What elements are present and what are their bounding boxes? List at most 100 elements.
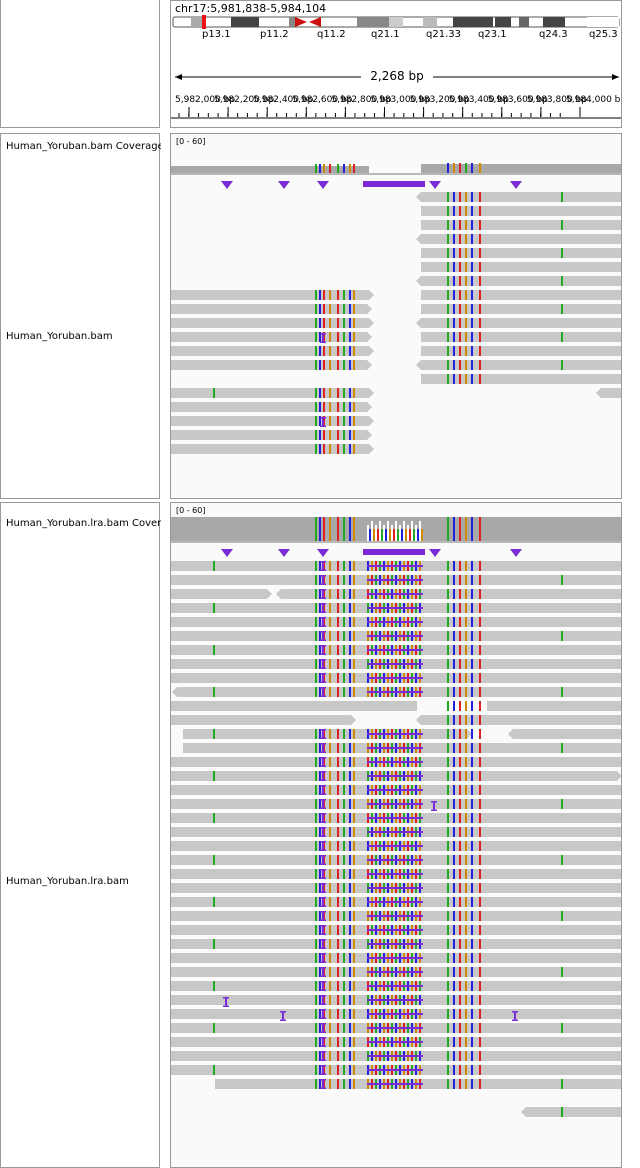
mismatch xyxy=(329,673,331,683)
mismatch xyxy=(353,841,355,851)
insertion xyxy=(320,687,326,689)
insertion xyxy=(320,933,326,935)
mismatch xyxy=(337,771,339,781)
mismatch xyxy=(343,967,345,977)
mismatch xyxy=(465,1051,467,1061)
insertion-marker xyxy=(278,181,290,189)
mismatch xyxy=(479,841,481,851)
insertion xyxy=(322,645,324,655)
mismatch xyxy=(447,192,449,202)
mismatch xyxy=(447,1009,449,1019)
mismatch xyxy=(353,673,355,683)
read xyxy=(171,589,267,599)
insertion xyxy=(320,659,326,661)
mismatch xyxy=(479,687,481,697)
mismatch xyxy=(319,575,321,585)
mismatch xyxy=(337,757,339,767)
mismatch xyxy=(319,1023,321,1033)
mismatch xyxy=(465,346,467,356)
position-ruler[interactable]: 5,982,000 bp5,982,200 bp5,982,400 bp5,98… xyxy=(171,89,622,125)
insertion xyxy=(320,1031,326,1033)
mismatch xyxy=(319,589,321,599)
coverage-track-name[interactable]: Human_Yoruban.lra.bam Coverage xyxy=(6,518,161,529)
panel1-data-panel[interactable]: [0 - 60] xyxy=(170,133,622,499)
mismatch xyxy=(465,995,467,1005)
insertion xyxy=(322,1009,324,1019)
insertion-cluster xyxy=(363,549,425,555)
cytoband-label: q21.1 xyxy=(371,29,400,40)
mismatch xyxy=(349,318,351,328)
ruler-tick-label: 5,982,400 bp xyxy=(253,95,313,105)
mismatch xyxy=(343,855,345,865)
mismatch xyxy=(471,304,473,314)
insertion xyxy=(367,565,423,567)
mismatch xyxy=(447,841,449,851)
mismatch xyxy=(329,1051,331,1061)
mismatch xyxy=(453,855,455,865)
cytoband-label: p11.2 xyxy=(260,29,289,40)
mismatch xyxy=(471,841,473,851)
insertion xyxy=(320,827,326,829)
chromosome-ideogram[interactable]: p13.1 p11.2 q11.2 q21.1 q21.33 q23.1 q24.3 q25.… xyxy=(171,15,622,41)
mismatch xyxy=(471,757,473,767)
mismatch xyxy=(353,416,355,426)
insertion xyxy=(322,925,324,935)
mismatch xyxy=(471,799,473,809)
mismatch xyxy=(479,517,481,541)
insertion xyxy=(367,1027,423,1029)
coverage-gap xyxy=(395,521,397,541)
mismatch xyxy=(353,360,355,370)
mismatch xyxy=(471,939,473,949)
mismatch xyxy=(465,701,467,711)
insertion xyxy=(320,757,326,759)
mismatch xyxy=(353,645,355,655)
mismatch xyxy=(315,785,317,795)
coverage-gap xyxy=(415,525,417,541)
mismatch xyxy=(353,164,355,173)
mismatch xyxy=(453,631,455,641)
mismatch xyxy=(453,575,455,585)
insertion xyxy=(320,925,326,927)
mismatch xyxy=(213,645,215,655)
mismatch xyxy=(329,589,331,599)
span-indicator xyxy=(175,74,619,80)
mismatch xyxy=(453,360,455,370)
mismatch xyxy=(479,995,481,1005)
mismatch xyxy=(349,841,351,851)
mismatch xyxy=(329,967,331,977)
insertion xyxy=(322,855,324,865)
mismatch xyxy=(453,827,455,837)
mismatch xyxy=(353,1051,355,1061)
mismatch xyxy=(315,869,317,879)
mismatch xyxy=(349,855,351,865)
mismatch xyxy=(479,304,481,314)
mismatch xyxy=(319,360,321,370)
mismatch xyxy=(349,799,351,809)
panel2-alignment-view[interactable] xyxy=(171,503,622,1168)
coverage-track-name[interactable]: Human_Yoruban.bam Coverage xyxy=(6,141,161,152)
insertion xyxy=(320,855,326,857)
mismatch xyxy=(315,290,317,300)
mismatch xyxy=(465,603,467,613)
mismatch xyxy=(561,967,563,977)
mismatch xyxy=(479,589,481,599)
mismatch xyxy=(471,925,473,935)
insertion xyxy=(367,817,423,819)
mismatch xyxy=(315,332,317,342)
mismatch xyxy=(319,883,321,893)
mismatch xyxy=(315,911,317,921)
mismatch xyxy=(471,332,473,342)
alignment-track-name[interactable]: Human_Yoruban.bam xyxy=(6,331,113,342)
mismatch xyxy=(315,967,317,977)
mismatch xyxy=(447,715,449,725)
mismatch xyxy=(319,1065,321,1075)
panel2-data-panel[interactable]: [0 - 60] xyxy=(170,502,622,1168)
alignment-track-name[interactable]: Human_Yoruban.lra.bam xyxy=(6,876,129,887)
mismatch xyxy=(343,1037,345,1047)
mismatch xyxy=(453,715,455,725)
panel1-alignment-view[interactable] xyxy=(171,134,622,499)
mismatch xyxy=(349,911,351,921)
mismatch xyxy=(343,925,345,935)
mismatch xyxy=(479,645,481,655)
coverage-gap xyxy=(383,525,385,541)
